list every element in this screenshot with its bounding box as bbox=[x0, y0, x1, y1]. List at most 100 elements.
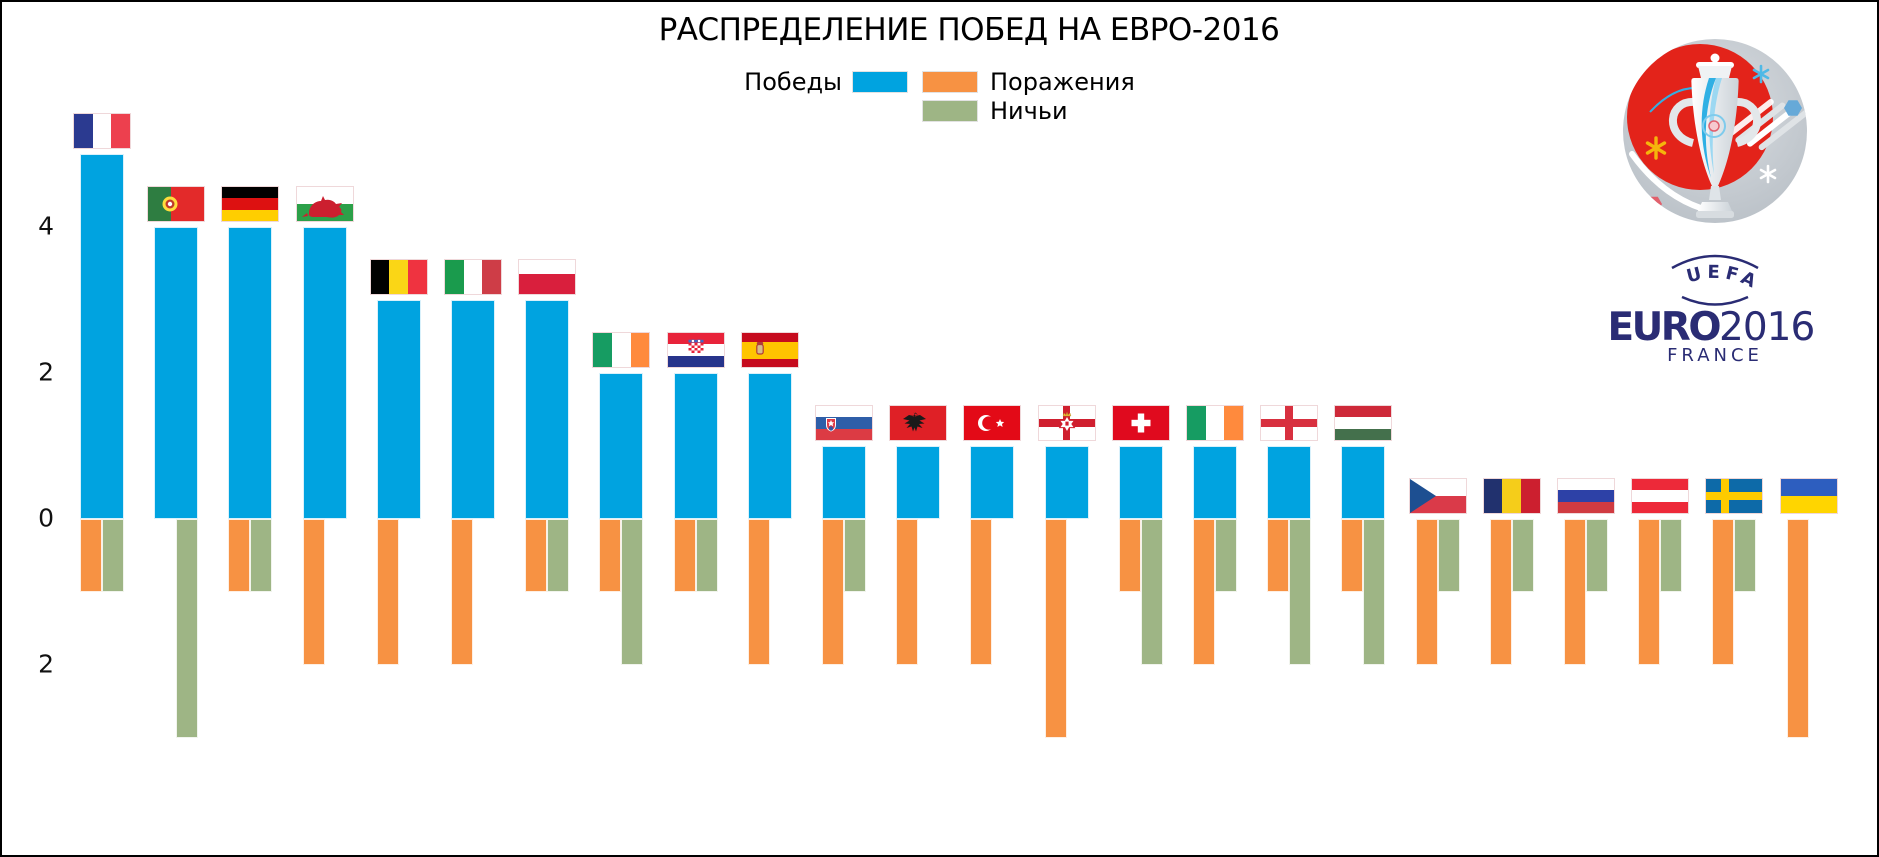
wins-bar bbox=[1118, 446, 1163, 519]
legend-swatch-wins bbox=[853, 72, 907, 92]
draws-bar bbox=[102, 519, 124, 592]
hungary-flag-icon bbox=[1335, 406, 1392, 440]
czech-republic-flag-icon bbox=[1409, 479, 1466, 513]
losses-bar bbox=[1267, 519, 1290, 592]
euro-text: EURO bbox=[1610, 305, 1720, 350]
wales-flag-icon bbox=[296, 187, 353, 221]
ukraine-flag-icon bbox=[1780, 479, 1837, 513]
draws-bar bbox=[695, 519, 718, 592]
portugal-crest-icon bbox=[162, 196, 178, 212]
draws-bar bbox=[1734, 519, 1757, 592]
wins-bar bbox=[896, 446, 941, 519]
losses-bar bbox=[1712, 519, 1735, 665]
losses-bar bbox=[747, 519, 770, 665]
wins-bar bbox=[302, 227, 347, 519]
ireland-flag-icon bbox=[1187, 406, 1243, 440]
draws-bar bbox=[1586, 519, 1608, 592]
draws-bar bbox=[250, 519, 273, 592]
losses-bar bbox=[451, 519, 473, 665]
albania-eagle-icon bbox=[903, 412, 927, 432]
russia-flag-icon bbox=[1558, 479, 1614, 513]
wins-bar bbox=[1193, 446, 1237, 519]
logo-circle bbox=[1623, 39, 1807, 223]
losses-bar bbox=[302, 519, 325, 665]
northern-ireland-flag-icon bbox=[1038, 406, 1095, 440]
spain-crest-icon bbox=[755, 342, 764, 355]
wins-bar bbox=[1044, 446, 1089, 519]
france-flag-icon bbox=[74, 114, 130, 148]
losses-bar bbox=[525, 519, 548, 592]
croatia-checker-icon bbox=[688, 339, 704, 353]
wins-bar bbox=[154, 227, 199, 519]
draws-bar bbox=[621, 519, 644, 665]
spain-flag-icon bbox=[741, 333, 798, 367]
portugal-flag-icon bbox=[148, 187, 205, 221]
year-text: 2016 bbox=[1719, 305, 1814, 350]
y-tick-label: 2 bbox=[38, 357, 54, 387]
draws-bar bbox=[1140, 519, 1163, 665]
blue-asterisk-icon bbox=[1752, 64, 1770, 84]
legend-swatch-losses bbox=[923, 72, 977, 92]
iceland-flag-icon bbox=[593, 333, 650, 367]
italy-flag-icon bbox=[445, 260, 501, 294]
albania-flag-icon bbox=[890, 406, 947, 440]
losses-bar bbox=[1489, 519, 1512, 665]
y-tick-label: 2 bbox=[38, 649, 54, 679]
wins-bar bbox=[376, 300, 421, 519]
losses-bar bbox=[1786, 519, 1809, 738]
england-flag-icon bbox=[1261, 406, 1318, 440]
switzerland-flag-icon bbox=[1112, 406, 1169, 440]
ulster-star-crown-icon bbox=[1058, 411, 1075, 434]
wins-bar bbox=[228, 227, 273, 519]
wins-bar bbox=[80, 154, 124, 519]
wins-bar bbox=[599, 373, 644, 519]
wins-bar bbox=[451, 300, 495, 519]
y-tick-label: 4 bbox=[38, 211, 54, 241]
draws-bar bbox=[1511, 519, 1534, 592]
swiss-cross-icon bbox=[1131, 413, 1151, 433]
draws-bar bbox=[1363, 519, 1386, 665]
losses-bar bbox=[1044, 519, 1067, 738]
germany-flag-icon bbox=[222, 187, 279, 221]
logo-wordmark: UEFA EURO 2016 FRANCE bbox=[1610, 254, 1815, 366]
croatia-flag-icon bbox=[667, 333, 724, 367]
wins-bar bbox=[747, 373, 792, 519]
draws-bar bbox=[1660, 519, 1683, 592]
welsh-dragon-icon bbox=[301, 196, 344, 218]
draws-bar bbox=[1437, 519, 1460, 592]
losses-bar bbox=[1193, 519, 1215, 665]
wins-bar bbox=[525, 300, 570, 519]
draws-bar bbox=[1215, 519, 1237, 592]
yellow-star-icon bbox=[1645, 136, 1667, 160]
chart-title: РАСПРЕДЕЛЕНИЕ ПОБЕД НА ЕВРО-2016 bbox=[658, 12, 1280, 48]
losses-bar bbox=[1341, 519, 1364, 592]
slovakia-flag-icon bbox=[816, 406, 872, 440]
white-asterisk-icon bbox=[1759, 164, 1777, 184]
draws-bar bbox=[176, 519, 199, 738]
losses-bar bbox=[896, 519, 919, 665]
y-tick-label: 0 bbox=[38, 503, 54, 533]
sweden-flag-icon bbox=[1706, 479, 1763, 513]
draws-bar bbox=[547, 519, 570, 592]
losses-bar bbox=[822, 519, 844, 665]
austria-flag-icon bbox=[1632, 479, 1689, 513]
draws-bar bbox=[1289, 519, 1312, 665]
losses-bar bbox=[970, 519, 993, 665]
legend-label-wins: Победы bbox=[744, 68, 842, 96]
legend-label-losses: Поражения bbox=[990, 68, 1135, 96]
trophy-icon bbox=[1669, 53, 1761, 218]
blue-hexagon-icon bbox=[1784, 100, 1802, 116]
losses-bar bbox=[1118, 519, 1141, 592]
losses-bar bbox=[673, 519, 696, 592]
france-text: FRANCE bbox=[1667, 345, 1763, 366]
belgium-flag-icon bbox=[370, 260, 427, 294]
turkey-flag-icon bbox=[964, 406, 1021, 440]
wins-bar bbox=[1341, 446, 1386, 519]
losses-bar bbox=[1638, 519, 1661, 665]
draws-bar bbox=[844, 519, 866, 592]
wins-bar bbox=[970, 446, 1015, 519]
wins-bar bbox=[1267, 446, 1312, 519]
losses-bar bbox=[1415, 519, 1438, 665]
poland-flag-icon bbox=[519, 260, 576, 294]
